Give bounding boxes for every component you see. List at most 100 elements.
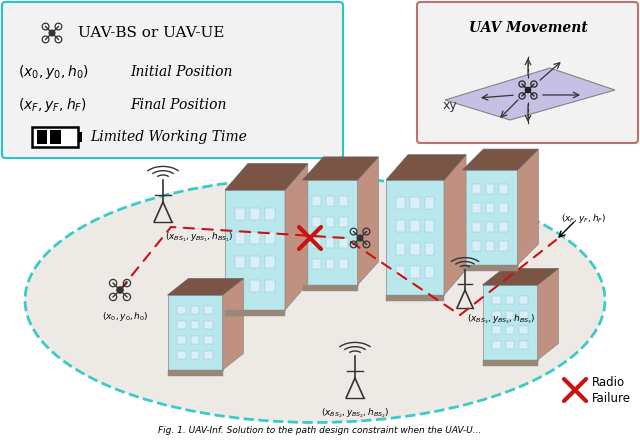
FancyBboxPatch shape [2, 2, 343, 158]
Text: $(x_F, y_F, h_F)$: $(x_F, y_F, h_F)$ [18, 96, 87, 114]
Polygon shape [177, 321, 186, 329]
Text: Limited Working Time: Limited Working Time [90, 130, 247, 144]
Polygon shape [312, 238, 321, 248]
Polygon shape [265, 208, 275, 220]
Polygon shape [410, 266, 420, 278]
Polygon shape [506, 341, 515, 349]
Polygon shape [250, 256, 260, 268]
Polygon shape [191, 336, 200, 344]
Polygon shape [223, 279, 243, 370]
Polygon shape [339, 217, 348, 227]
Text: $(x_0, y_0, h_0)$: $(x_0, y_0, h_0)$ [18, 63, 89, 81]
Polygon shape [265, 232, 275, 244]
Polygon shape [486, 184, 495, 194]
Text: Initial Position: Initial Position [130, 65, 232, 79]
Polygon shape [177, 336, 186, 344]
Polygon shape [499, 184, 508, 194]
Polygon shape [472, 184, 481, 194]
Polygon shape [386, 295, 444, 301]
Polygon shape [339, 259, 348, 269]
Polygon shape [168, 295, 223, 370]
Polygon shape [492, 341, 500, 349]
Polygon shape [492, 326, 500, 334]
Polygon shape [204, 336, 213, 344]
Polygon shape [499, 241, 508, 251]
Polygon shape [483, 360, 538, 366]
Polygon shape [204, 306, 213, 314]
Polygon shape [486, 222, 495, 232]
Polygon shape [303, 285, 358, 291]
Polygon shape [312, 217, 321, 227]
Polygon shape [410, 243, 420, 255]
Polygon shape [396, 197, 405, 209]
Polygon shape [326, 217, 335, 227]
Polygon shape [204, 321, 213, 329]
Polygon shape [312, 259, 321, 269]
Polygon shape [492, 311, 500, 319]
Text: $(x_{BS_3}, y_{BS_3}, h_{BS_3})$: $(x_{BS_3}, y_{BS_3}, h_{BS_3})$ [467, 312, 536, 325]
Polygon shape [506, 311, 515, 319]
Polygon shape [506, 296, 515, 304]
Polygon shape [463, 170, 518, 265]
Text: Radio
Failure: Radio Failure [592, 375, 631, 404]
Polygon shape [235, 280, 245, 292]
Polygon shape [235, 232, 245, 244]
Text: $(x_F, y_F, h_F)$: $(x_F, y_F, h_F)$ [561, 212, 607, 225]
Polygon shape [235, 208, 245, 220]
Polygon shape [191, 351, 200, 359]
Polygon shape [425, 243, 434, 255]
Polygon shape [519, 311, 528, 319]
Polygon shape [78, 132, 82, 142]
Polygon shape [250, 280, 260, 292]
Polygon shape [250, 208, 260, 220]
Polygon shape [463, 265, 518, 271]
Ellipse shape [25, 177, 605, 422]
Polygon shape [265, 280, 275, 292]
Polygon shape [303, 157, 378, 180]
FancyBboxPatch shape [417, 2, 638, 143]
Polygon shape [396, 243, 405, 255]
Polygon shape [499, 203, 508, 213]
Polygon shape [177, 306, 186, 314]
Polygon shape [519, 341, 528, 349]
Polygon shape [386, 180, 444, 295]
Polygon shape [499, 222, 508, 232]
Polygon shape [191, 306, 200, 314]
Polygon shape [265, 256, 275, 268]
Polygon shape [36, 130, 47, 144]
Text: UAV Movement: UAV Movement [468, 21, 588, 35]
Polygon shape [472, 203, 481, 213]
Polygon shape [519, 296, 528, 304]
Polygon shape [444, 155, 466, 295]
Polygon shape [519, 326, 528, 334]
Polygon shape [312, 196, 321, 206]
Polygon shape [492, 296, 500, 304]
Text: $(x_0, y_0, h_0)$: $(x_0, y_0, h_0)$ [102, 310, 148, 323]
Polygon shape [339, 238, 348, 248]
Polygon shape [177, 351, 186, 359]
Polygon shape [285, 164, 308, 310]
Polygon shape [339, 196, 348, 206]
Polygon shape [51, 130, 61, 144]
Polygon shape [445, 68, 615, 120]
Polygon shape [326, 196, 335, 206]
Circle shape [117, 287, 123, 293]
Polygon shape [204, 351, 213, 359]
Polygon shape [326, 259, 335, 269]
Circle shape [357, 235, 363, 241]
Text: UAV-BS or UAV-UE: UAV-BS or UAV-UE [78, 26, 225, 40]
Polygon shape [191, 321, 200, 329]
Polygon shape [518, 149, 538, 265]
Polygon shape [396, 220, 405, 232]
Polygon shape [483, 285, 538, 360]
Polygon shape [425, 266, 434, 278]
Circle shape [49, 30, 55, 36]
Text: Final Position: Final Position [130, 98, 227, 112]
Polygon shape [250, 232, 260, 244]
Polygon shape [425, 220, 434, 232]
Text: Fig. 1. UAV-Inf. Solution to the path design constraint when the UAV-U...: Fig. 1. UAV-Inf. Solution to the path de… [158, 426, 482, 435]
Polygon shape [168, 279, 243, 295]
Polygon shape [538, 269, 558, 360]
Polygon shape [386, 155, 466, 180]
Polygon shape [225, 164, 308, 190]
